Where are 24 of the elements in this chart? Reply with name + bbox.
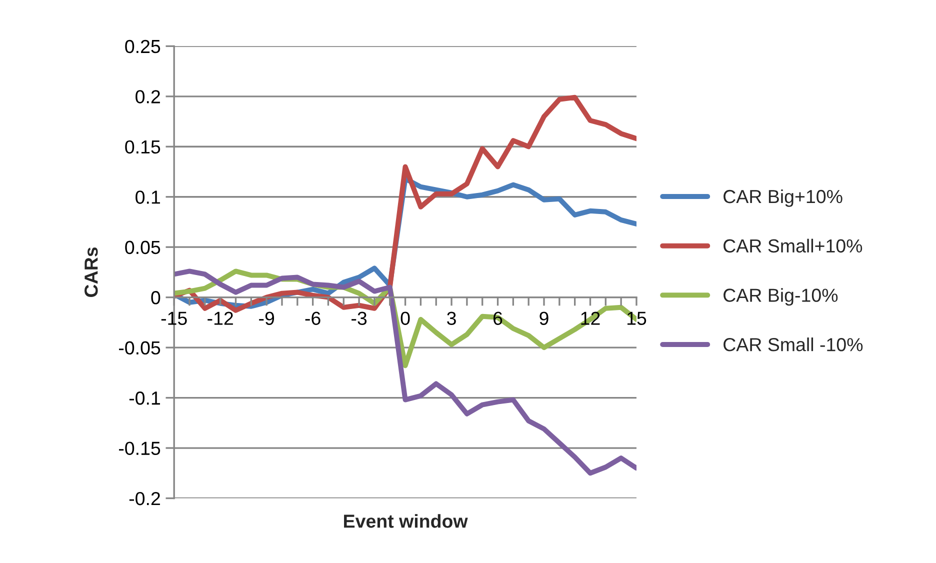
y-tick-label: -0.1 <box>129 391 160 405</box>
legend-label: CAR Small+10% <box>724 238 862 253</box>
y-tick-label: 0.15 <box>125 140 160 154</box>
x-tick-label: -9 <box>259 312 274 325</box>
y-tick-label: -0.15 <box>119 442 160 455</box>
x-tick-label: -15 <box>161 312 187 325</box>
y-tick-label: 0 <box>151 291 160 304</box>
y-axis-title: CARs <box>84 247 98 297</box>
x-axis-title: Event window <box>344 514 468 528</box>
y-tick-label: -0.05 <box>119 341 160 355</box>
legend-label: CAR Big+10% <box>724 189 842 207</box>
y-tick-label: 0.25 <box>125 40 160 54</box>
x-tick-label: -6 <box>305 312 320 325</box>
x-tick-label: 3 <box>447 312 456 325</box>
x-tick-label: 9 <box>540 312 548 325</box>
x-tick-label: -3 <box>352 312 367 325</box>
y-tick-label: 0.2 <box>136 90 160 104</box>
y-tick-label: 0.1 <box>136 190 160 204</box>
x-tick-label: -12 <box>208 312 233 325</box>
y-tick-label: -0.2 <box>129 492 160 506</box>
legend-label: CAR Big-10% <box>724 288 838 306</box>
x-tick-label: 0 <box>400 312 410 325</box>
y-tick-label: 0.05 <box>125 240 160 254</box>
legend-label: CAR Small -10% <box>724 338 863 352</box>
